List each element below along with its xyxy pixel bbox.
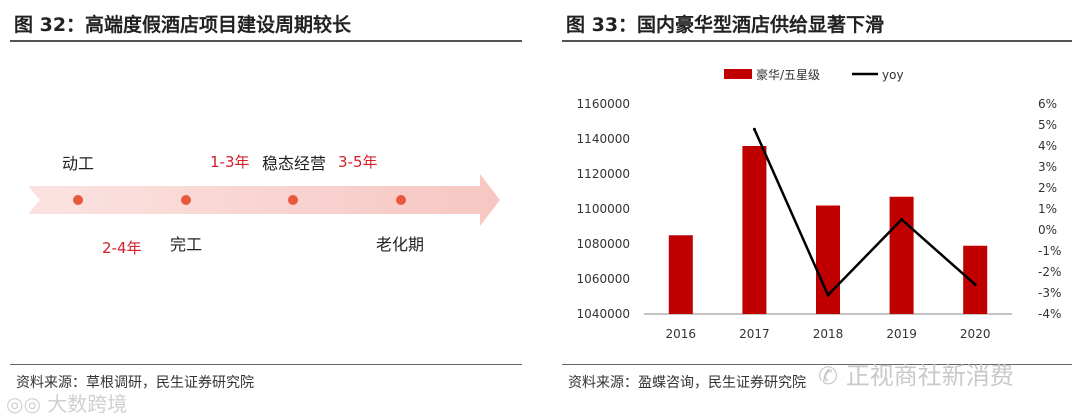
y-right-tick-label: 4% bbox=[1038, 139, 1057, 153]
right-panel: 图 33：国内豪华型酒店供给显著下滑 1040000 1060000 1080000… bbox=[552, 0, 1080, 419]
watermark-right-text: 正视商社新消费 bbox=[845, 362, 1014, 390]
y-right-tick-label: 0% bbox=[1038, 223, 1057, 237]
legend-label-bar: 豪华/五星级 bbox=[756, 67, 820, 82]
bar bbox=[668, 235, 693, 314]
y-left-tick-label: 1140000 bbox=[577, 132, 630, 146]
bar bbox=[963, 245, 988, 314]
yoy-point bbox=[752, 127, 756, 131]
left-figure-title: 图 32：高端度假酒店项目建设周期较长 bbox=[14, 14, 352, 36]
wechat-icon: ✆ bbox=[818, 362, 839, 390]
supply-chart: 1040000 1060000 1080000 1100000 1120000 11400… bbox=[577, 67, 1062, 341]
x-tick-label: 2018 bbox=[813, 327, 844, 341]
right-source-note: 资料来源：盈蝶咨询，民生证券研究院 bbox=[568, 375, 806, 391]
y-left-tick-label: 1060000 bbox=[577, 272, 630, 286]
duration-label-1: 2-4年 bbox=[102, 239, 142, 257]
stage-complete-label: 完工 bbox=[170, 235, 203, 254]
yoy-point bbox=[973, 283, 977, 287]
watermark-left-text: 大数跨境 bbox=[47, 392, 128, 416]
right-figure-title: 图 33：国内豪华型酒店供给显著下滑 bbox=[566, 14, 885, 36]
y-left-tick-label: 1040000 bbox=[577, 307, 630, 321]
duration-label-2: 1-3年 bbox=[210, 153, 250, 171]
y-left-tick-label: 1100000 bbox=[577, 202, 630, 216]
timeline-dot-start bbox=[73, 195, 83, 205]
y-right-tick-label: 5% bbox=[1038, 118, 1057, 132]
watermark-logo-icon: ◎◎ bbox=[6, 392, 41, 416]
y-left-tick-label: 1080000 bbox=[577, 237, 630, 251]
y-right-tick-label: -1% bbox=[1038, 244, 1061, 258]
left-panel: 图 32：高端度假酒店项目建设周期较长 动工 完工 稳态经营 老化期 2-4年 … bbox=[0, 0, 530, 419]
legend-label-line: yoy bbox=[882, 68, 904, 82]
y-right-tick-label: 2% bbox=[1038, 181, 1057, 195]
watermark-left: ◎◎ 大数跨境 bbox=[6, 388, 127, 417]
stage-aging-label: 老化期 bbox=[376, 235, 425, 254]
bar bbox=[889, 196, 914, 314]
left-source-note: 资料来源：草根调研，民生证券研究院 bbox=[16, 375, 254, 391]
right-title-rule bbox=[562, 40, 1072, 42]
timeline-dot-operation bbox=[288, 195, 298, 205]
timeline-arrow-graphic bbox=[28, 174, 500, 226]
bar bbox=[816, 205, 840, 314]
left-title-rule bbox=[10, 40, 522, 42]
left-bottom-rule bbox=[10, 364, 522, 365]
y-right-tick-label: -4% bbox=[1038, 307, 1061, 321]
x-tick-label: 2020 bbox=[960, 327, 991, 341]
x-tick-label: 2019 bbox=[886, 327, 917, 341]
y-right-tick-label: 1% bbox=[1038, 202, 1057, 216]
y-right-tick-label: 6% bbox=[1038, 97, 1057, 111]
x-tick-label: 2017 bbox=[739, 327, 770, 341]
x-tick-label: 2016 bbox=[666, 327, 697, 341]
bar bbox=[742, 146, 767, 314]
y-right-tick-label: -2% bbox=[1038, 265, 1061, 279]
timeline-arrow bbox=[28, 174, 500, 226]
y-left-tick-label: 1160000 bbox=[577, 97, 630, 111]
timeline-dot-complete bbox=[181, 195, 191, 205]
yoy-point bbox=[826, 293, 830, 297]
stage-start-label: 动工 bbox=[62, 154, 95, 173]
timeline-dot-aging bbox=[396, 195, 406, 205]
legend-swatch-bar bbox=[724, 69, 752, 79]
y-left-tick-label: 1120000 bbox=[577, 167, 630, 181]
y-right-tick-label: 3% bbox=[1038, 160, 1057, 174]
duration-label-3: 3-5年 bbox=[338, 153, 378, 171]
watermark-right: ✆ 正视商社新消费 bbox=[818, 356, 1014, 391]
yoy-line bbox=[753, 128, 977, 298]
y-right-tick-label: -3% bbox=[1038, 286, 1061, 300]
right-bottom-rule bbox=[562, 364, 1072, 365]
stage-operation-label: 稳态经营 bbox=[262, 154, 327, 173]
yoy-point bbox=[900, 218, 904, 221]
